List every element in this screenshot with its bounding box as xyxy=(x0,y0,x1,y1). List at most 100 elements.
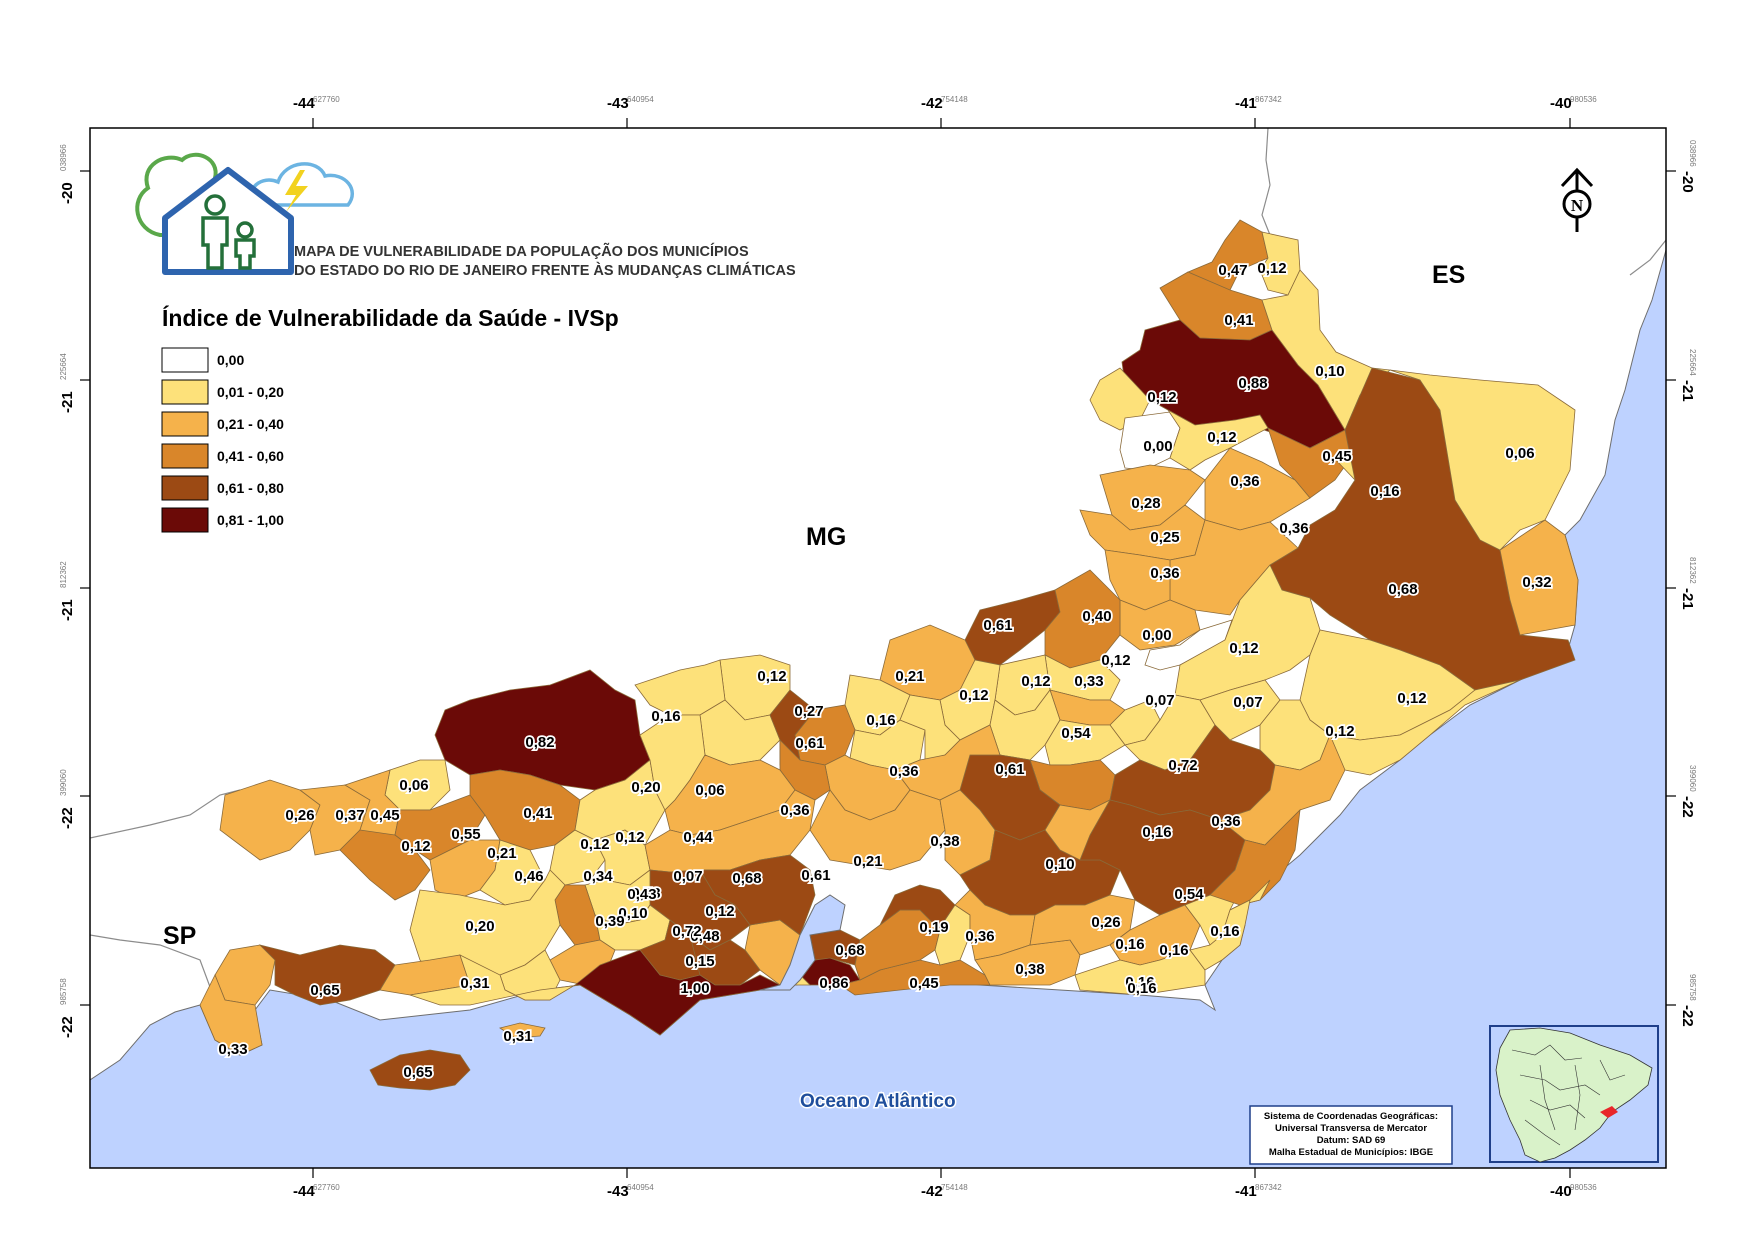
value-label: 0,06 xyxy=(1505,445,1534,462)
value-label: 0,61 xyxy=(983,617,1012,634)
value-label: 0,41 xyxy=(1224,312,1253,329)
coord-line: Malha Estadual de Municípios: IBGE xyxy=(1269,1147,1433,1158)
value-label: 0,12 xyxy=(401,838,430,855)
value-label: 0,47 xyxy=(1218,262,1247,279)
value-label: 0,45 xyxy=(1322,448,1351,465)
value-label: 0,61 xyxy=(801,867,830,884)
value-label: 0,16 xyxy=(1115,936,1144,953)
lon-label: -41 xyxy=(1235,1183,1257,1200)
value-label: 0,65 xyxy=(310,982,339,999)
lat-label: -21 xyxy=(59,599,76,621)
value-label: 0,12 xyxy=(1021,673,1050,690)
value-label: 0,16 xyxy=(1159,942,1188,959)
value-label: 0,40 xyxy=(1082,608,1111,625)
value-label: 0,16 xyxy=(1142,824,1171,841)
value-label: 0,21 xyxy=(853,853,882,870)
value-label: 0,61 xyxy=(995,761,1024,778)
value-label: 0,46 xyxy=(514,868,543,885)
lon-label-minor: 980536 xyxy=(1570,1183,1597,1192)
lat-label-minor: 038966 xyxy=(1688,140,1697,167)
inset-south-america xyxy=(1495,1027,1653,1163)
value-label: 0,31 xyxy=(503,1028,532,1045)
value-label: 0,68 xyxy=(835,942,864,959)
map-title-line-2: DO ESTADO DO RIO DE JANEIRO FRENTE ÀS MU… xyxy=(294,262,796,279)
lon-label-minor: 627760 xyxy=(313,95,340,104)
value-label: 0,36 xyxy=(1211,813,1240,830)
value-label: 0,12 xyxy=(959,687,988,704)
value-label: 0,12 xyxy=(615,829,644,846)
guanabara-bay xyxy=(759,894,846,991)
lat-label: -22 xyxy=(59,1016,76,1038)
lat-label: -21 xyxy=(1679,380,1696,402)
value-label: 0,36 xyxy=(780,802,809,819)
legend-swatch xyxy=(161,443,209,469)
value-label: 0,28 xyxy=(1131,495,1160,512)
lat-label: -22 xyxy=(1679,796,1696,818)
legend-swatch xyxy=(161,411,209,437)
value-label: 0,72 xyxy=(672,923,701,940)
lat-label-minor: 812362 xyxy=(59,561,68,588)
legend-title: Índice de Vulnerabilidade da Saúde - IVS… xyxy=(162,304,619,331)
map-frame xyxy=(89,127,1667,1169)
legend-swatch xyxy=(161,347,209,373)
value-label: 0,12 xyxy=(580,836,609,853)
lightning-icon xyxy=(285,170,308,212)
value-label: 0,27 xyxy=(794,703,823,720)
lon-label: -44 xyxy=(293,95,315,112)
lat-label: -21 xyxy=(1679,588,1696,610)
value-label: 0,16 xyxy=(651,708,680,725)
lon-labels-top: -44 627760 -43 640954 -42 754148 -41 867… xyxy=(293,95,1597,112)
value-label: 0,16 xyxy=(1370,483,1399,500)
lat-label-minor: 399060 xyxy=(1688,765,1697,792)
value-label: 0,21 xyxy=(487,845,516,862)
lon-label-minor: 627760 xyxy=(313,1183,340,1192)
value-label: 0,12 xyxy=(1229,640,1258,657)
value-label: 0,12 xyxy=(1101,652,1130,669)
lon-label-minor: 640954 xyxy=(627,95,654,104)
value-label: 0,19 xyxy=(919,919,948,936)
north-arrow-icon: N xyxy=(1560,167,1594,232)
value-label: 0,10 xyxy=(618,905,647,922)
value-label: 0,45 xyxy=(370,807,399,824)
value-label: 0,07 xyxy=(673,868,702,885)
lon-label: -43 xyxy=(607,95,629,112)
value-label: 0,55 xyxy=(451,826,480,843)
value-label: 0,68 xyxy=(1388,581,1417,598)
value-label: 0,44 xyxy=(683,829,713,846)
lon-label-minor: 640954 xyxy=(627,1183,654,1192)
value-label: 0,06 xyxy=(399,777,428,794)
state-boundaries xyxy=(90,128,1666,996)
value-label: 0,54 xyxy=(1061,725,1091,742)
value-label: 0,36 xyxy=(1230,473,1259,490)
people-icon xyxy=(201,194,256,270)
lat-label-minor: 812362 xyxy=(1688,557,1697,584)
value-label: 0,36 xyxy=(965,928,994,945)
coord-line: Universal Transversa de Mercator xyxy=(1275,1123,1427,1134)
lon-label-minor: 980536 xyxy=(1570,95,1597,104)
value-label: 0,12 xyxy=(1257,260,1286,277)
legend-swatch xyxy=(161,379,209,405)
lon-label: -44 xyxy=(293,1183,315,1200)
coord-line: Sistema de Coordenadas Geográficas: xyxy=(1264,1111,1438,1122)
inset-borders xyxy=(1511,1044,1626,1146)
value-label: 0,61 xyxy=(795,735,824,752)
ocean-label: Oceano Atlântico xyxy=(800,1091,956,1112)
value-label: 0,48 xyxy=(690,928,719,945)
lat-label-minor: 225664 xyxy=(1688,349,1697,376)
value-label: 0,21 xyxy=(895,668,924,685)
lat-label-minor: 225664 xyxy=(59,353,68,380)
legend: Índice de Vulnerabilidade da Saúde - IVS… xyxy=(161,304,619,533)
value-label: 0,34 xyxy=(583,868,613,885)
lon-label: -42 xyxy=(921,1183,943,1200)
value-label: 0,65 xyxy=(403,1064,432,1081)
value-label: 0,16 xyxy=(1127,980,1156,997)
lon-label: -42 xyxy=(921,95,943,112)
lat-labels-right: -20 038966 -21 225664 -21 812362 -22 399… xyxy=(1679,140,1697,1027)
north-label: N xyxy=(1571,196,1584,215)
lat-label-minor: 985758 xyxy=(59,978,68,1005)
lat-label: -22 xyxy=(1679,1005,1696,1027)
value-label: 0,15 xyxy=(685,953,714,970)
region-label-mg: MG xyxy=(806,523,846,551)
value-label: 0,41 xyxy=(523,805,552,822)
